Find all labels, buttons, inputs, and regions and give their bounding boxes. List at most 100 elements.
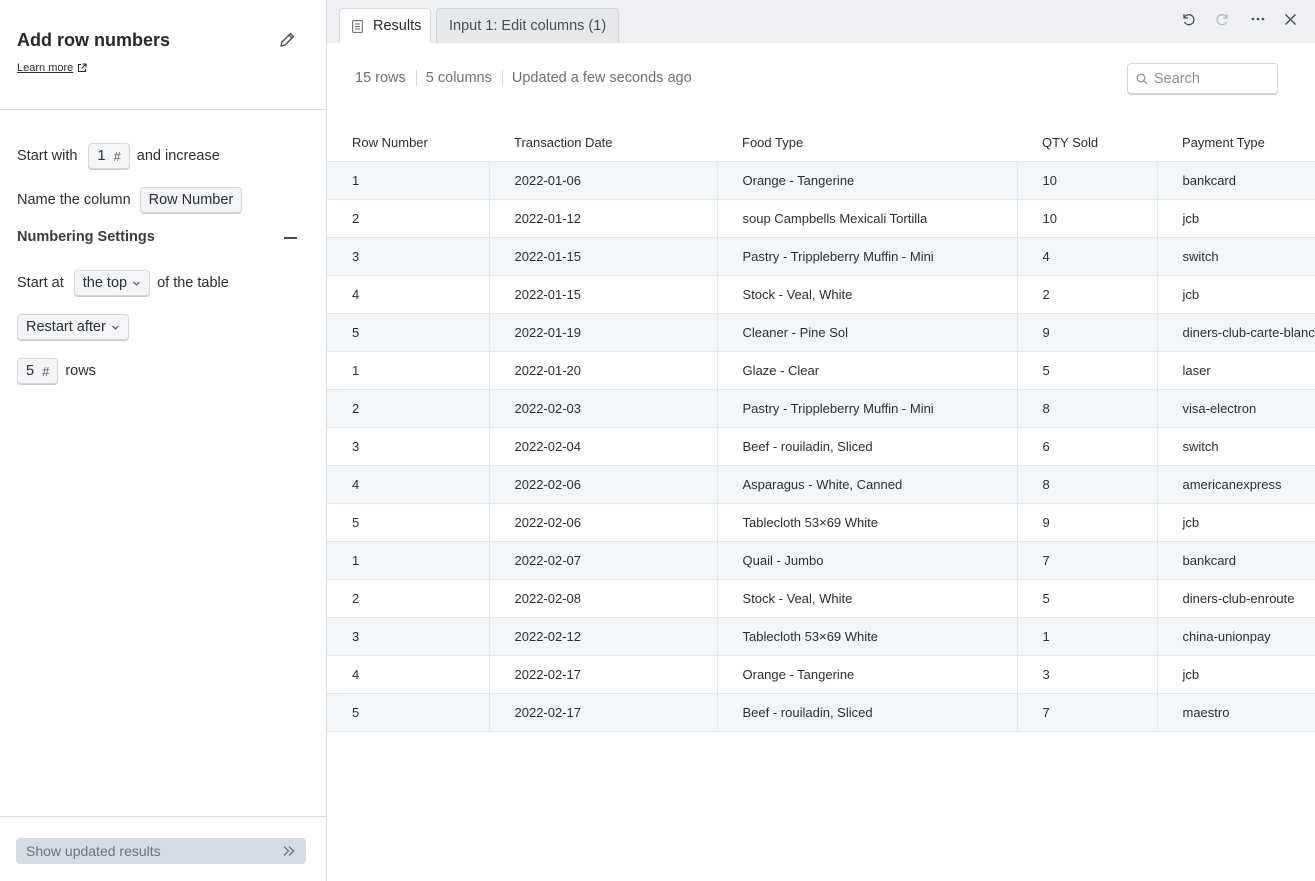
show-updated-results-button[interactable]: Show updated results <box>16 838 306 864</box>
start-with-label: Start with <box>17 148 78 164</box>
show-updated-results-label: Show updated results <box>26 843 161 859</box>
table-cell: Glaze - Clear <box>716 350 1017 389</box>
column-header[interactable]: Food Type <box>742 135 804 151</box>
panel-header: Add row numbers Learn more <box>0 0 326 110</box>
column-header[interactable]: Payment Type <box>1182 135 1265 151</box>
restart-select[interactable]: Restart after <box>17 314 129 340</box>
table-cell: china-unionpay <box>1156 616 1315 655</box>
table-cell: visa-electron <box>1156 388 1315 427</box>
column-header[interactable]: Transaction Date <box>514 135 613 151</box>
tab-bar: Results Input 1: Edit columns (1) <box>327 0 1315 43</box>
table-cell: 8 <box>1016 464 1157 503</box>
table-cell: 1 <box>1016 616 1157 655</box>
table-cell: Tablecloth 53×69 White <box>716 502 1017 541</box>
table-cell: 6 <box>1016 426 1157 465</box>
results-area: Results Input 1: Edit columns (1) 15 row… <box>327 0 1315 881</box>
table-cell: Stock - Veal, White <box>716 274 1017 313</box>
table-cell: bankcard <box>1156 160 1315 199</box>
table-cell: 1 <box>327 160 489 199</box>
table-cell: 4 <box>327 654 489 693</box>
start-with-value: 1 <box>97 148 106 164</box>
table-row: 5 2022-02-06 Tablecloth 53×69 White 9 jcb <box>327 502 1315 541</box>
table-cell: 2 <box>327 578 489 617</box>
table-cell: Cleaner - Pine Sol <box>716 312 1017 351</box>
table-cell: 2022-02-17 <box>488 654 717 693</box>
search-icon <box>1136 73 1148 84</box>
and-increase-label: and increase <box>136 148 220 164</box>
double-chevron-right-icon <box>283 846 295 856</box>
results-meta: 15 rows 5 columns Updated a few seconds … <box>355 70 711 86</box>
table-cell: 2022-02-04 <box>488 426 717 465</box>
table-cell: jcb <box>1156 274 1315 313</box>
chevron-down-icon <box>133 281 140 286</box>
of-the-table-label: of the table <box>157 275 229 291</box>
learn-more-link[interactable]: Learn more <box>17 62 87 74</box>
table-cell: 3 <box>327 616 489 655</box>
table-cell: 2022-02-06 <box>488 464 717 503</box>
name-column-row: Name the column Row Number <box>17 187 249 213</box>
table-cell: Quail - Jumbo <box>716 540 1017 579</box>
table-row: 4 2022-02-06 Asparagus - White, Canned 8 ame… <box>327 464 1315 503</box>
search-box[interactable] <box>1127 63 1278 94</box>
table-row: 3 2022-02-04 Beef - rouiladin, Sliced 6 swit… <box>327 426 1315 465</box>
table-cell: 5 <box>327 692 489 732</box>
table-row: 3 2022-02-12 Tablecloth 53×69 White 1 china-… <box>327 616 1315 655</box>
table-cell: 2022-02-12 <box>488 616 717 655</box>
table-cell: 8 <box>1016 388 1157 427</box>
redo-icon[interactable] <box>1215 11 1231 27</box>
table-cell: 2022-02-06 <box>488 502 717 541</box>
search-input[interactable] <box>1154 70 1274 87</box>
restart-row: Restart after <box>17 314 136 340</box>
collapse-minus-icon[interactable] <box>284 237 297 239</box>
start-at-row: Start at the top of the table <box>17 270 229 296</box>
column-count: 5 columns <box>426 70 503 86</box>
table-cell: 3 <box>1016 654 1157 693</box>
table-cell: Tablecloth 53×69 White <box>716 616 1017 655</box>
table-row: 5 2022-02-17 Beef - rouiladin, Sliced 7 maes… <box>327 692 1315 732</box>
table-row: 2 2022-02-08 Stock - Veal, White 5 diners-cl… <box>327 578 1315 617</box>
table-cell: 5 <box>327 502 489 541</box>
table-cell: 5 <box>327 312 489 351</box>
column-header[interactable]: QTY Sold <box>1042 135 1099 151</box>
restart-value: Restart after <box>26 319 106 335</box>
table-cell: 4 <box>1016 236 1157 275</box>
tab-input-label: Input 1: Edit columns (1) <box>449 18 607 34</box>
column-header[interactable]: Row Number <box>352 135 428 151</box>
table-cell: 5 <box>1016 578 1157 617</box>
table-cell: Stock - Veal, White <box>716 578 1017 617</box>
column-name-input[interactable]: Row Number <box>139 187 243 213</box>
table-cell: 2022-02-03 <box>488 388 717 427</box>
table-cell: 2022-01-19 <box>488 312 717 351</box>
pencil-icon[interactable] <box>278 31 296 49</box>
table-header-row: Row Number Transaction Date Food Type QTY S… <box>327 125 1315 161</box>
table-cell: 2 <box>327 388 489 427</box>
tab-results[interactable]: Results <box>339 8 431 43</box>
table-cell: 10 <box>1016 198 1157 237</box>
table-cell: 2022-01-15 <box>488 274 717 313</box>
table-cell: bankcard <box>1156 540 1315 579</box>
table-row: 4 2022-02-17 Orange - Tangerine 3 jcb <box>327 654 1315 693</box>
tab-input[interactable]: Input 1: Edit columns (1) <box>436 8 619 43</box>
start-at-label: Start at <box>17 275 64 291</box>
table-cell: americanexpress <box>1156 464 1315 503</box>
table-cell: 2022-01-06 <box>488 160 717 199</box>
more-options-icon[interactable] <box>1250 11 1266 27</box>
close-icon[interactable] <box>1284 13 1297 26</box>
panel-title: Add row numbers <box>17 30 171 50</box>
results-table: Row Number Transaction Date Food Type QTY S… <box>327 125 1315 732</box>
start-at-select[interactable]: the top <box>73 270 151 296</box>
start-with-input[interactable]: 1 # <box>88 143 130 169</box>
undo-icon[interactable] <box>1180 11 1196 27</box>
restart-rows-input[interactable]: 5 # <box>17 358 59 384</box>
updated-status: Updated a few seconds ago <box>511 70 692 86</box>
table-cell: switch <box>1156 236 1315 275</box>
table-cell: 2 <box>327 198 489 237</box>
table-row: 4 2022-01-15 Stock - Veal, White 2 jcb <box>327 274 1315 313</box>
table-row: 1 2022-02-07 Quail - Jumbo 7 bankcard <box>327 540 1315 579</box>
start-at-value: the top <box>82 275 128 291</box>
table-row: 5 2022-01-19 Cleaner - Pine Sol 9 diners-clu… <box>327 312 1315 351</box>
table-cell: diners-club-enroute <box>1156 578 1315 617</box>
table-cell: 10 <box>1016 160 1157 199</box>
table-cell: 9 <box>1016 312 1157 351</box>
table-cell: 2 <box>1016 274 1157 313</box>
